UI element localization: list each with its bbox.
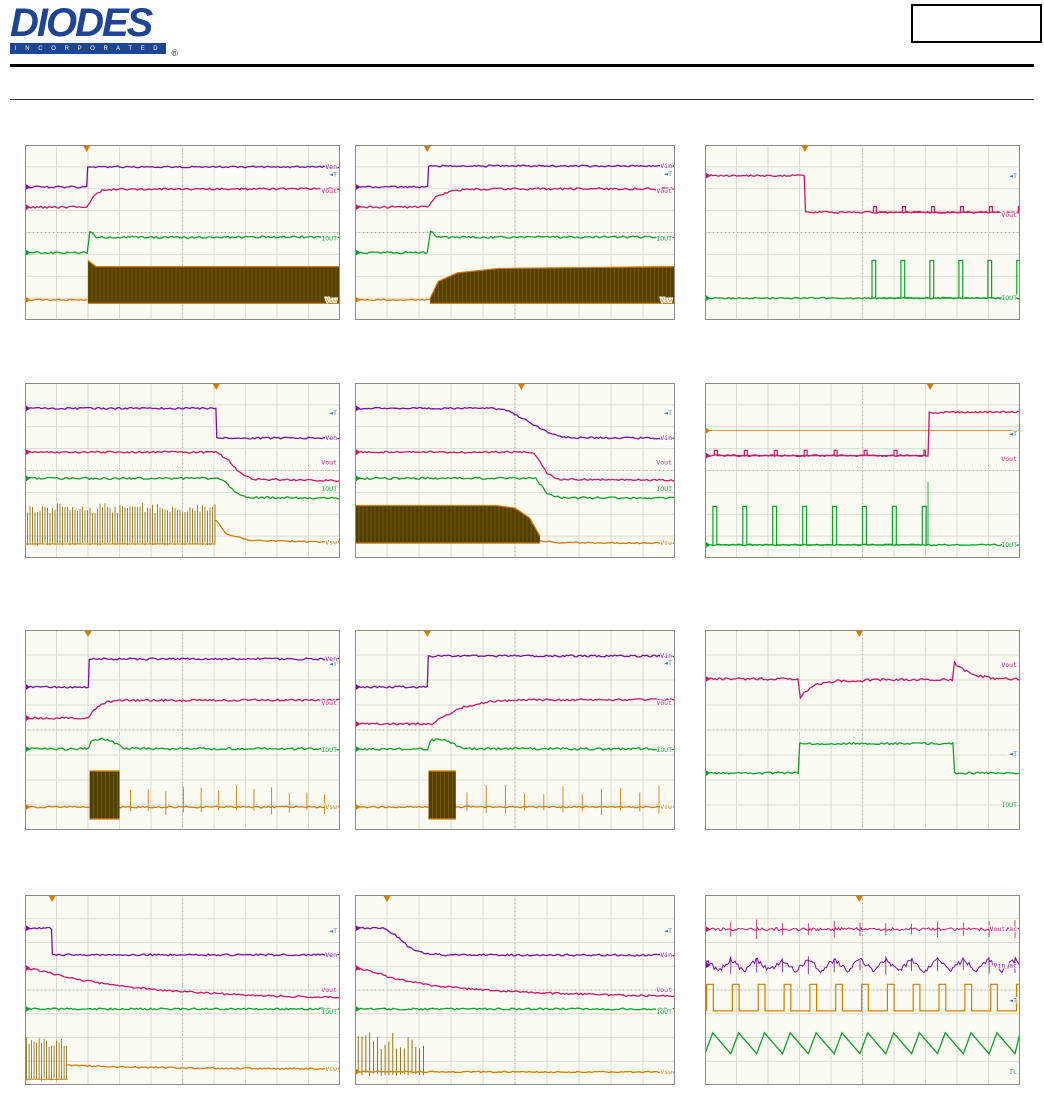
svg-text:Vout: Vout xyxy=(1001,661,1017,669)
svg-text:Ven: Ven xyxy=(325,655,337,663)
svg-text:IL: IL xyxy=(1009,1068,1017,1076)
svg-text:◄T: ◄T xyxy=(664,927,672,935)
svg-text:Vsw: Vsw xyxy=(660,803,672,811)
svg-text:Vout_ac: Vout_ac xyxy=(990,925,1017,933)
svg-text:IOUT: IOUT xyxy=(656,485,672,493)
svg-text:IOUT: IOUT xyxy=(1001,541,1017,549)
scope-startup-by-vin-full-load: ◄T Vin Vout IOUT Vsw xyxy=(355,145,675,320)
svg-text:◄T: ◄T xyxy=(1009,997,1017,1005)
logo-incorporated: I N C O R P O R A T E D xyxy=(10,43,166,54)
svg-text:IOUT: IOUT xyxy=(321,1008,337,1016)
svg-text:◄T: ◄T xyxy=(664,409,672,417)
header-rule-top xyxy=(10,64,1034,67)
svg-text:Vsw: Vsw xyxy=(325,803,337,811)
registered-mark-icon: ® xyxy=(171,48,178,58)
svg-text:Vsw: Vsw xyxy=(325,296,337,304)
svg-text:Vin: Vin xyxy=(660,951,672,959)
svg-text:Vout: Vout xyxy=(1001,211,1017,219)
svg-text:Vsw: Vsw xyxy=(660,296,672,304)
svg-text:Vout: Vout xyxy=(321,187,337,195)
logo-brand: DIODES xyxy=(10,1,153,45)
svg-text:Ven: Ven xyxy=(325,163,337,171)
svg-text:IOUT: IOUT xyxy=(321,485,337,493)
scope-shutdown-by-enable-full-load: ◄T Ven Vout IOUT Vsw xyxy=(25,383,340,558)
svg-text:IOUT: IOUT xyxy=(1001,801,1017,809)
svg-text:Vout: Vout xyxy=(321,699,337,707)
svg-text:Vout: Vout xyxy=(656,986,672,994)
scope-short-circuit-entry: ◄T Vout IOUT xyxy=(705,145,1020,320)
svg-text:Vout: Vout xyxy=(656,187,672,195)
header-rule-bottom xyxy=(10,99,1034,100)
svg-text:Vin: Vin xyxy=(660,652,672,660)
diodes-logo: DIODES I N C O R P O R A T E D ® xyxy=(10,1,200,60)
svg-text:Vsw: Vsw xyxy=(325,1065,337,1073)
svg-text:◄T: ◄T xyxy=(329,409,337,417)
svg-text:Vin_ac: Vin_ac xyxy=(994,961,1018,969)
svg-text:Vsw: Vsw xyxy=(325,538,337,546)
svg-text:IOUT: IOUT xyxy=(656,235,672,243)
scope-startup-by-enable-no-load: ◄T Ven Vout IOUT Vsw xyxy=(25,630,340,830)
svg-text:IOUT: IOUT xyxy=(656,1008,672,1016)
svg-text:◄T: ◄T xyxy=(1009,172,1017,180)
svg-text:IOUT: IOUT xyxy=(321,746,337,754)
svg-text:Vin: Vin xyxy=(660,162,672,170)
svg-text:◄T: ◄T xyxy=(329,170,337,178)
svg-text:Ven: Ven xyxy=(325,951,337,959)
svg-text:Vout: Vout xyxy=(321,459,337,467)
svg-text:IOUT: IOUT xyxy=(656,746,672,754)
svg-text:Vin: Vin xyxy=(660,434,672,442)
svg-text:◄T: ◄T xyxy=(1009,750,1017,758)
svg-text:◄T: ◄T xyxy=(329,927,337,935)
scope-startup-by-vin-no-load: ◄T Vin Vout IOUT Vsw xyxy=(355,630,675,830)
svg-text:◄T: ◄T xyxy=(1009,430,1017,438)
scope-shutdown-by-enable-no-load: ◄T Ven Vout IOUT Vsw xyxy=(25,895,340,1085)
scope-load-transient: Vout ◄T IOUT xyxy=(705,630,1020,830)
svg-text:Ven: Ven xyxy=(325,434,337,442)
svg-text:Vout: Vout xyxy=(656,699,672,707)
svg-text:IOUT: IOUT xyxy=(1001,294,1017,302)
header-box xyxy=(911,4,1042,43)
svg-text:Vout: Vout xyxy=(656,459,672,467)
svg-text:◄T: ◄T xyxy=(664,170,672,178)
scope-switching-ripple: Vout_ac Vin_ac ◄T IL xyxy=(705,895,1020,1085)
scope-shutdown-by-vin-no-load: ◄T Vin Vout IOUT Vsw xyxy=(355,895,675,1085)
scope-startup-by-enable-full-load: ◄T Ven Vout IOUT Vsw xyxy=(25,145,340,320)
svg-text:Vsw: Vsw xyxy=(660,1068,672,1076)
svg-text:Vout: Vout xyxy=(1001,455,1017,463)
svg-text:◄T: ◄T xyxy=(329,660,337,668)
svg-text:◄T: ◄T xyxy=(664,659,672,667)
svg-text:IOUT: IOUT xyxy=(321,235,337,243)
svg-text:Vsw: Vsw xyxy=(660,539,672,547)
scope-shutdown-by-vin-full-load: ◄T Vin Vout IOUT Vsw xyxy=(355,383,675,558)
scope-short-circuit-recovery: ◄T Vout IOUT xyxy=(705,383,1020,558)
svg-text:Vout: Vout xyxy=(321,986,337,994)
